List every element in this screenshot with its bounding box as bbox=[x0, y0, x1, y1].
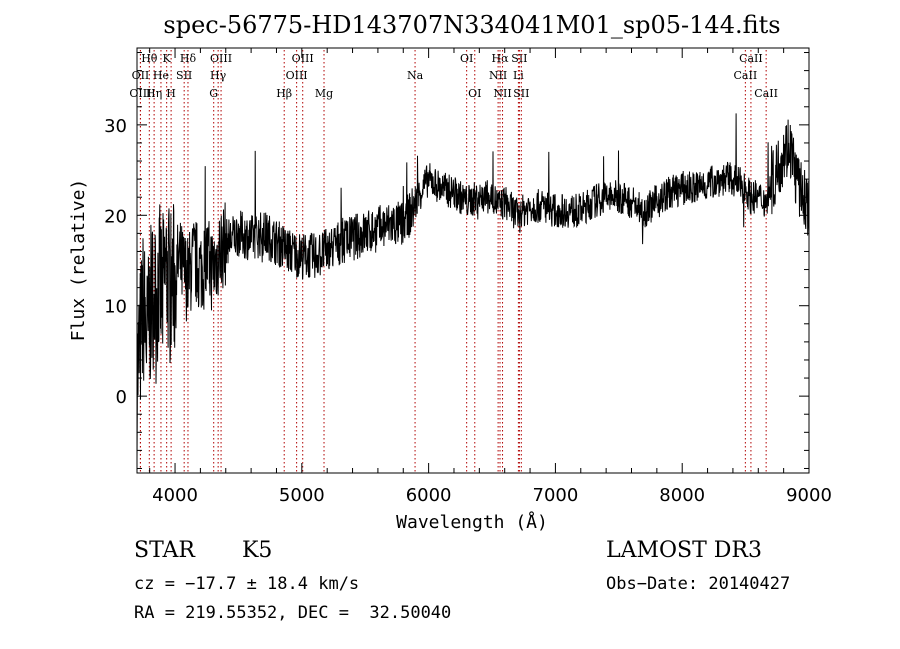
x-tick-label-2: 6000 bbox=[406, 485, 452, 506]
marker-label-21: G bbox=[209, 87, 218, 100]
marker-label-6: Hα bbox=[491, 52, 509, 65]
marker-label-5: OI bbox=[460, 52, 473, 65]
marker-label-4: OIII bbox=[292, 52, 314, 65]
x-tick-label-5: 9000 bbox=[786, 485, 832, 506]
marker-label-11: SII bbox=[176, 69, 192, 82]
marker-label-2: Hδ bbox=[180, 52, 197, 65]
marker-label-7: SII bbox=[511, 52, 527, 65]
marker-label-25: NII bbox=[493, 87, 511, 100]
axis-ticks: 4000 5000 6000 7000 8000 9000 0 10 20 30 bbox=[104, 48, 832, 506]
y-tick-label-0: 0 bbox=[116, 387, 127, 408]
marker-label-24: OI bbox=[468, 87, 481, 100]
marker-label-3: OIII bbox=[210, 52, 232, 65]
y-axis-label: Flux (relative) bbox=[68, 179, 89, 342]
marker-label-17: CaII bbox=[734, 69, 758, 82]
marker-label-8: CaII bbox=[739, 52, 763, 65]
marker-label-14: Na bbox=[407, 69, 424, 82]
y-tick-label-3: 30 bbox=[104, 116, 127, 137]
marker-label-0: Hθ bbox=[141, 52, 158, 65]
marker-label-13: OIII bbox=[286, 69, 308, 82]
marker-label-1: K bbox=[163, 52, 172, 65]
marker-label-26: SII bbox=[513, 87, 529, 100]
spectrum-line-group bbox=[136, 113, 810, 460]
ra-dec-coordinates: RA = 219.55352, DEC = 32.50040 bbox=[134, 603, 452, 623]
plot-frame bbox=[136, 47, 810, 474]
chart-title: spec-56775-HD143707N334041M01_sp05-144.f… bbox=[163, 11, 780, 39]
object-subclass: K5 bbox=[242, 538, 273, 563]
marker-label-20: H bbox=[166, 87, 176, 100]
marker-label-10: He bbox=[153, 69, 169, 82]
object-class: STAR bbox=[134, 538, 195, 563]
marker-label-22: Hβ bbox=[276, 87, 292, 100]
redshift-cz: cz = −17.7 ± 18.4 km/s bbox=[134, 574, 360, 594]
marker-label-16: Li bbox=[513, 69, 524, 82]
x-tick-label-0: 4000 bbox=[152, 485, 198, 506]
y-tick-label-2: 20 bbox=[104, 206, 127, 227]
spectrum-line bbox=[136, 113, 810, 460]
y-tick-label-1: 10 bbox=[104, 297, 127, 318]
observation-date: Obs−Date: 20140427 bbox=[606, 574, 791, 594]
survey-name: LAMOST DR3 bbox=[606, 538, 762, 563]
x-tick-label-4: 8000 bbox=[659, 485, 705, 506]
x-axis-label: Wavelength (Å) bbox=[396, 511, 548, 533]
marker-label-27: CaII bbox=[754, 87, 778, 100]
marker-label-15: NII bbox=[489, 69, 507, 82]
marker-label-12: Hγ bbox=[210, 69, 227, 82]
x-tick-label-1: 5000 bbox=[279, 485, 325, 506]
x-tick-label-3: 7000 bbox=[533, 485, 579, 506]
marker-label-18: OIII bbox=[129, 87, 151, 100]
marker-label-19: Hη bbox=[146, 87, 162, 100]
marker-label-23: Mg bbox=[315, 87, 333, 100]
